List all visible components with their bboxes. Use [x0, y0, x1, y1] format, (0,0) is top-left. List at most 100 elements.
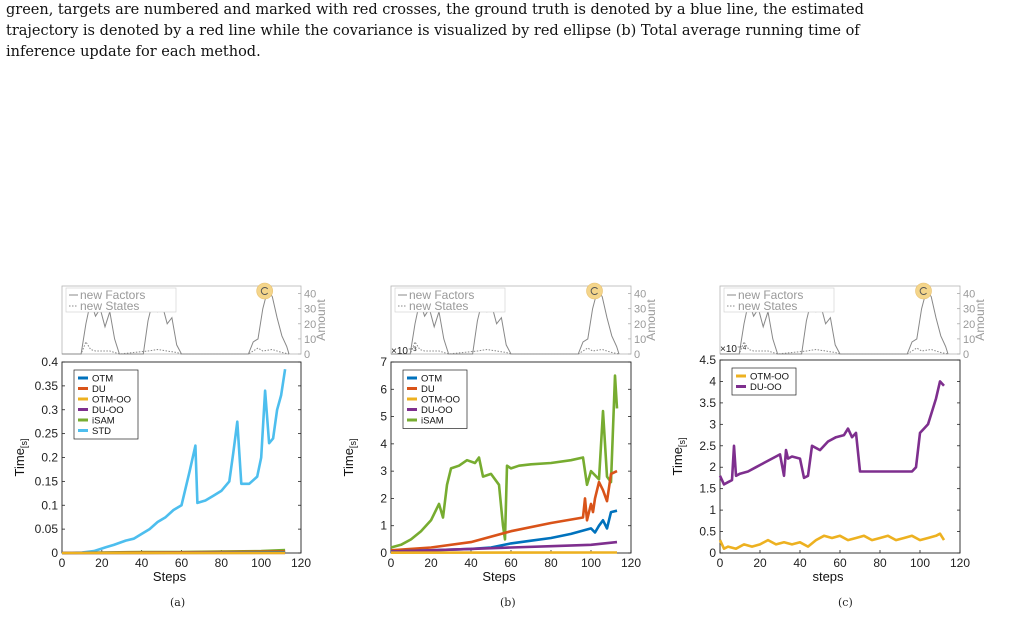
- y-axis-label-unit: [s]: [19, 439, 29, 449]
- y-tick-label: 0.5: [699, 525, 716, 539]
- x-tick-label: 60: [833, 556, 847, 570]
- y-tick-label: 4.5: [699, 353, 716, 367]
- legend-label: OTM: [92, 374, 113, 385]
- legend-label: OTM: [421, 374, 442, 385]
- legend-label: DU: [421, 384, 435, 395]
- x-tick-label: 100: [910, 556, 930, 570]
- y-tick-label: 1: [380, 519, 387, 533]
- series-line-otm-oo: [720, 534, 944, 549]
- refresh-icon: [916, 283, 932, 299]
- x-tick-label: 0: [59, 556, 66, 570]
- caption-line-3: inference update for each method.: [6, 42, 1018, 63]
- amount-tick-label: 40: [304, 289, 316, 301]
- amount-axis-label: Amount: [644, 299, 658, 341]
- y-tick-label: 3.5: [699, 396, 716, 410]
- amount-legend-states-label: new States: [738, 299, 797, 313]
- amount-axis-label: Amount: [314, 299, 328, 341]
- x-tick-label: 60: [175, 556, 189, 570]
- y-tick-label: 4: [380, 437, 387, 451]
- x-tick-label: 40: [135, 556, 149, 570]
- y-tick-label: 1: [709, 503, 716, 517]
- y-tick-label: 0.3: [41, 403, 58, 417]
- x-tick-label: 80: [873, 556, 887, 570]
- x-tick-label: 120: [950, 556, 970, 570]
- refresh-icon: [587, 283, 603, 299]
- figure-caption: green, targets are numbered and marked w…: [6, 0, 1018, 63]
- y-axis-label: Time[s]: [341, 439, 358, 477]
- y-tick-label: 2: [380, 491, 387, 505]
- legend-label: DU-OO: [750, 382, 782, 393]
- y-exponent-label: ×10⁻⁴: [720, 344, 747, 355]
- y-tick-label: 0.15: [35, 474, 59, 488]
- amount-tick-label: 0: [304, 349, 310, 361]
- panel-caption-a: (a): [170, 596, 185, 609]
- y-tick-label: 0.25: [35, 427, 59, 441]
- amount-tick-label: 0: [963, 349, 969, 361]
- amount-new-states-line: [62, 342, 289, 354]
- y-tick-label: 3: [709, 417, 716, 431]
- x-tick-label: 20: [753, 556, 767, 570]
- y-axis-label: Time[s]: [12, 439, 29, 477]
- y-axis-label-text: Time: [12, 448, 27, 476]
- y-tick-label: 4: [709, 374, 716, 388]
- x-tick-label: 80: [215, 556, 229, 570]
- legend-label: STD: [92, 426, 111, 437]
- legend-label: DU-OO: [92, 405, 124, 416]
- legend-label: iSAM: [92, 416, 115, 427]
- y-tick-label: 0: [709, 546, 716, 560]
- legend-label: DU: [92, 384, 106, 395]
- panel-caption-b: (b): [500, 596, 516, 609]
- x-tick-label: 40: [464, 556, 478, 570]
- amount-legend-states-label: new States: [80, 299, 139, 313]
- x-tick-label: 20: [424, 556, 438, 570]
- y-exponent-label: ×10⁻³: [391, 346, 417, 357]
- legend-label: OTM-OO: [750, 372, 789, 383]
- legend-label: OTM-OO: [421, 395, 460, 406]
- legend-label: DU-OO: [421, 405, 453, 416]
- y-tick-label: 0.35: [35, 379, 59, 393]
- x-tick-label: 120: [291, 556, 311, 570]
- panel-caption-c: (c): [838, 596, 853, 609]
- amount-new-states-line: [720, 342, 948, 354]
- y-tick-label: 0.2: [41, 451, 58, 465]
- y-tick-label: 6: [380, 382, 387, 396]
- series-line-du-oo: [720, 381, 944, 484]
- amount-new-states-line: [391, 342, 619, 354]
- y-axis-label-unit: [s]: [348, 439, 358, 449]
- caption-line-1: green, targets are numbered and marked w…: [6, 0, 1018, 21]
- y-tick-label: 5: [380, 410, 387, 424]
- y-tick-label: 2.5: [699, 439, 716, 453]
- x-axis-label: steps: [812, 569, 844, 584]
- x-tick-label: 20: [95, 556, 109, 570]
- legend-label: iSAM: [421, 416, 444, 427]
- y-tick-label: 0.4: [41, 355, 58, 369]
- amount-axis-label: Amount: [973, 299, 987, 341]
- x-axis-label: Steps: [482, 569, 516, 584]
- y-tick-label: 2: [709, 460, 716, 474]
- x-tick-label: 100: [251, 556, 271, 570]
- x-axis-label: Steps: [153, 569, 187, 584]
- legend-label: OTM-OO: [92, 395, 131, 406]
- y-tick-label: 0.1: [41, 498, 58, 512]
- x-tick-label: 120: [621, 556, 641, 570]
- y-axis-label-text: Time: [670, 447, 685, 475]
- y-axis-label-text: Time: [341, 448, 356, 476]
- y-tick-label: 7: [380, 355, 387, 369]
- amount-tick-label: 40: [634, 289, 646, 301]
- y-axis-label-unit: [s]: [677, 438, 687, 448]
- x-tick-label: 40: [793, 556, 807, 570]
- y-tick-label: 0.05: [35, 522, 59, 536]
- y-tick-label: 3: [380, 464, 387, 478]
- y-axis-label: Time[s]: [670, 438, 687, 476]
- caption-line-2: trajectory is denoted by a red line whil…: [6, 21, 1018, 42]
- refresh-icon: [257, 283, 273, 299]
- x-tick-label: 80: [544, 556, 558, 570]
- amount-tick-label: 40: [963, 289, 975, 301]
- x-tick-label: 0: [717, 556, 724, 570]
- amount-legend-states-label: new States: [409, 299, 468, 313]
